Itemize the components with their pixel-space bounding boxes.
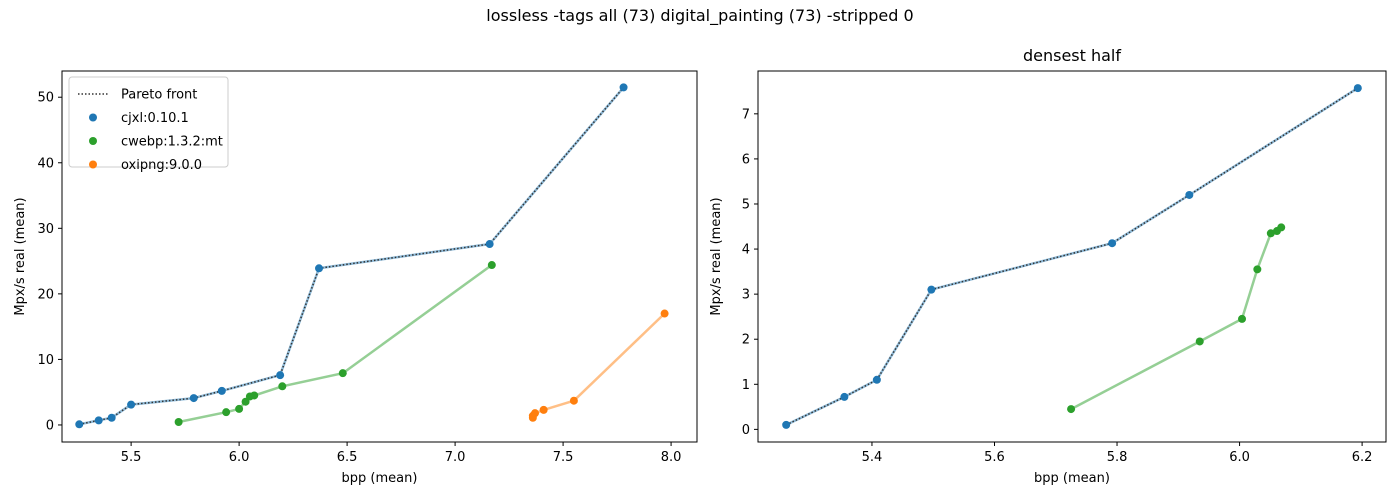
data-point-cjxl (927, 285, 936, 294)
x-tick-label: 5.6 (984, 450, 1005, 465)
data-point-cwebp (250, 391, 259, 400)
y-tick-label: 2 (742, 333, 750, 348)
y-axis-label: Mpx/s real (mean) (13, 197, 28, 315)
data-point-oxipng (660, 309, 669, 318)
data-point-cwebp (235, 404, 244, 413)
data-point-cwebp (338, 369, 347, 378)
x-tick-label: 5.8 (1107, 450, 1128, 465)
data-point-cjxl (189, 394, 198, 403)
y-tick-label: 1 (742, 378, 750, 393)
x-tick-label: 8.0 (661, 450, 682, 465)
data-point-cjxl (107, 413, 116, 422)
data-point-oxipng (569, 396, 578, 405)
data-point-cjxl (840, 392, 849, 401)
data-point-cjxl (872, 375, 881, 384)
y-tick-label: 10 (37, 353, 54, 368)
data-point-cjxl (782, 420, 791, 429)
data-point-oxipng (531, 409, 540, 418)
chart-panel-left: 5.5 6.0 6.5 7.0 7.5 8.0 0 10 20 30 40 50 bpp (mean) M… (13, 70, 698, 486)
series-line-oxipng (531, 312, 666, 418)
series-line-cjxl (785, 87, 1359, 427)
data-point-cwebp (278, 382, 287, 391)
figure-suptitle: lossless -tags all (73) digital_painting… (486, 6, 914, 25)
data-point-cjxl (127, 400, 136, 409)
x-tick-label: 7.0 (445, 450, 466, 465)
x-tick-label: 6.0 (1229, 450, 1250, 465)
data-point-cwebp (1277, 223, 1286, 232)
x-axis-label: bpp (mean) (342, 471, 418, 486)
x-tick-label: 6.2 (1352, 450, 1373, 465)
data-point-cwebp (1195, 337, 1204, 346)
y-tick-label: 5 (742, 197, 750, 212)
subplot-title: densest half (1023, 46, 1121, 65)
data-point-cjxl (276, 371, 285, 380)
data-point-cjxl (1185, 190, 1194, 199)
legend-swatch-cjxl (89, 113, 97, 122)
series-line-cwebp (178, 263, 493, 424)
pareto-front-line (79, 86, 625, 426)
data-point-cwebp (1238, 314, 1247, 323)
y-tick-label: 30 (37, 222, 54, 237)
y-tick-label: 50 (37, 91, 54, 106)
data-point-cjxl (75, 420, 84, 429)
y-tick-label: 4 (742, 243, 750, 258)
axes-frame (757, 70, 1387, 443)
data-point-cwebp (1253, 265, 1262, 274)
x-tick-label: 5.5 (121, 450, 142, 465)
y-tick-label: 0 (46, 418, 54, 433)
legend-entry: Pareto front (121, 88, 197, 103)
x-tick-label: 5.4 (862, 450, 883, 465)
data-point-oxipng (539, 405, 548, 414)
y-tick-label: 6 (742, 152, 750, 167)
data-point-cjxl (217, 386, 226, 395)
legend-swatch-oxipng (89, 160, 97, 169)
data-point-cwebp (222, 408, 231, 417)
data-point-cjxl (485, 240, 494, 249)
data-point-cjxl (1108, 239, 1117, 248)
data-point-cjxl (315, 264, 324, 273)
pareto-front-line (785, 87, 1359, 426)
legend-entry: oxipng:9.0.0 (121, 158, 202, 173)
legend-swatch-cwebp (89, 137, 97, 145)
axes-frame (61, 70, 698, 443)
data-point-cjxl (1353, 84, 1362, 93)
y-tick-label: 3 (742, 288, 750, 303)
data-point-cjxl (94, 416, 103, 425)
series-line-cwebp (1070, 226, 1283, 411)
chart-panel-right: 5.4 5.6 5.8 6.0 6.2 0 1 2 3 4 5 6 7 bpp (mean) Mpx/s r… (709, 46, 1387, 486)
data-point-cwebp (487, 261, 496, 270)
y-tick-label: 20 (37, 287, 54, 302)
x-axis-label: bpp (mean) (1034, 471, 1110, 486)
x-tick-label: 6.5 (337, 450, 358, 465)
data-point-cjxl (619, 83, 628, 92)
y-tick-label: 0 (742, 423, 750, 438)
data-point-cwebp (1266, 229, 1275, 238)
x-tick-label: 7.5 (553, 450, 574, 465)
legend-box (68, 76, 229, 168)
legend-entry: cjxl:0.10.1 (121, 111, 189, 126)
y-tick-label: 40 (37, 156, 54, 171)
y-tick-label: 7 (742, 107, 750, 122)
x-tick-label: 6.0 (229, 450, 250, 465)
data-point-cwebp (174, 418, 183, 427)
data-point-cwebp (1067, 405, 1076, 414)
legend-entry: cwebp:1.3.2:mt (121, 135, 223, 150)
y-axis-label: Mpx/s real (mean) (709, 197, 724, 315)
